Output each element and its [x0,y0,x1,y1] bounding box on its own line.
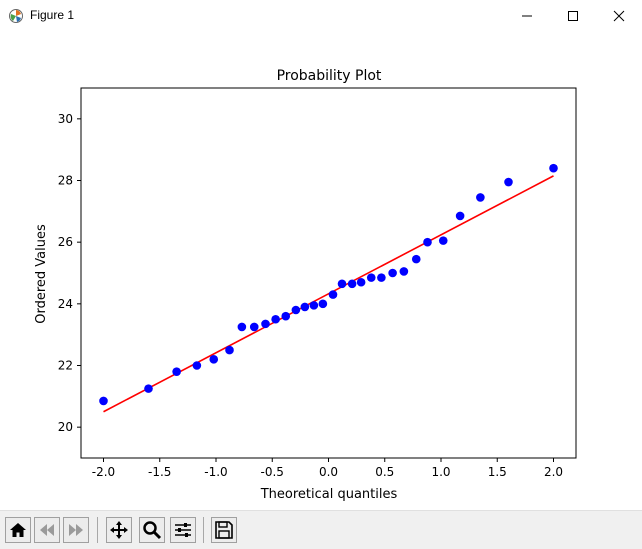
back-button[interactable] [34,517,60,543]
x-tick-label: 2.0 [544,465,563,479]
data-point [225,345,234,355]
data-point [249,322,259,332]
data-point [281,311,291,321]
y-tick-label: 26 [58,235,73,249]
data-point [504,177,513,187]
data-point [144,384,153,393]
y-axis-label: Ordered Values [34,224,49,324]
data-point [337,279,347,289]
x-tick-label: 1.0 [431,465,450,479]
minimize-icon [522,15,532,17]
chart-title: Probability Plot [277,68,382,84]
data-point [356,277,366,287]
window-titlebar: Figure 1 [0,0,642,33]
y-tick-label: 22 [58,359,73,373]
data-point [172,367,181,376]
data-point [549,163,558,173]
window-title: Figure 1 [30,8,75,22]
data-point [209,355,219,364]
data-point [261,319,270,329]
data-point [237,322,247,332]
figure-canvas[interactable]: Probability Plot Theoretical quantiles O… [0,32,642,510]
x-tick-label: -2.0 [92,465,115,479]
probability-plot: Probability Plot Theoretical quantiles O… [0,32,642,510]
data-point [423,237,432,247]
zoom-button[interactable] [139,517,165,543]
data-point [318,299,328,309]
x-tick-label: 0.5 [375,465,394,479]
data-point [271,314,280,324]
data-point [328,290,338,299]
x-tick-label: 0.0 [319,465,338,479]
data-point [300,302,310,312]
data-point [377,273,386,282]
y-tick-label: 24 [58,297,73,311]
navigation-toolbar [0,510,642,549]
x-tick-label: -1.5 [148,465,171,479]
data-point [476,193,485,202]
maximize-button[interactable] [550,0,596,32]
save-icon [215,521,233,539]
home-button[interactable] [5,517,31,543]
data-point [192,361,202,370]
close-icon [613,10,625,22]
toolbar-separator [97,517,98,543]
data-point [399,267,409,276]
pan-button[interactable] [106,517,132,543]
x-tick-label: -1.0 [204,465,227,479]
x-tick-label: -0.5 [261,465,284,479]
pan-icon [110,521,128,539]
maximize-icon [568,11,578,21]
data-point [347,279,357,289]
y-tick-label: 30 [58,112,73,126]
data-point [291,305,301,315]
data-point [366,273,376,282]
data-point [309,301,319,310]
toolbar-separator [203,517,204,543]
data-point [411,254,421,264]
configure-subplots-icon [175,523,191,537]
data-point [99,396,108,406]
axes: -2.0 -1.5 -1.0 -0.5 0.0 0.5 1.0 1.5 2.0 20 22 24 26 2… [58,112,563,479]
matplotlib-icon [9,9,23,23]
forward-icon [69,524,83,536]
y-tick-label: 20 [58,420,73,434]
zoom-icon [143,521,162,540]
x-axis-label: Theoretical quantiles [260,487,398,502]
save-button[interactable] [211,517,237,543]
plot-frame [80,87,577,459]
close-button[interactable] [596,0,642,32]
y-tick-label: 28 [58,174,73,188]
data-point [388,268,397,278]
back-icon [40,524,54,536]
data-point [438,236,448,245]
forward-button[interactable] [63,517,89,543]
x-tick-label: 1.5 [488,465,507,479]
home-icon [10,523,26,537]
data-points [99,163,558,406]
minimize-button[interactable] [504,0,550,32]
data-point [455,211,465,221]
configure-subplots-button[interactable] [170,517,196,543]
